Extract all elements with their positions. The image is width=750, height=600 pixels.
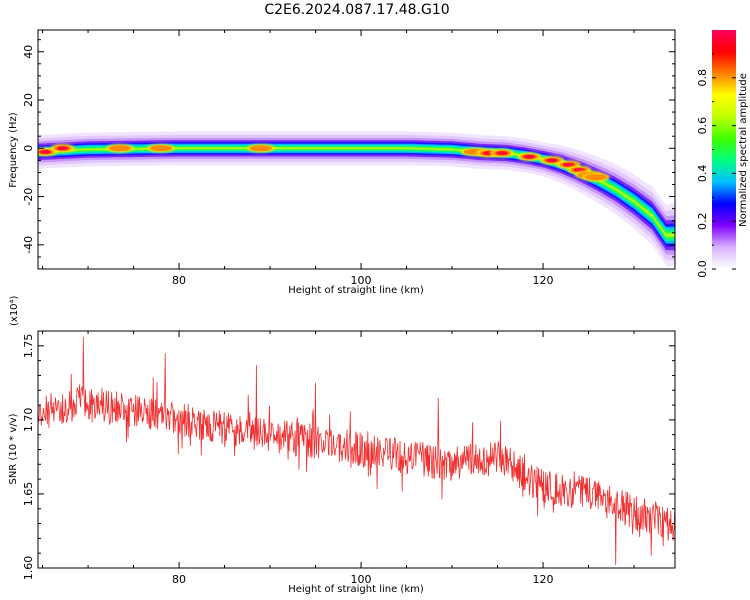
snr-y-multiplier: (x10⁴) [9,295,20,326]
snr-x-tick-label: 120 [533,573,554,586]
spectrogram-peak [105,144,134,153]
spectrogram-peak [50,144,75,153]
spectrogram-peak [540,156,565,165]
snr-y-axis-title: SNR (10 * v/v) [8,413,19,484]
colorbar-tick-label: 0.4 [696,165,709,183]
spectrogram-peak [246,144,275,153]
spectrogram-x-tick-label: 120 [533,274,554,287]
spectrogram-band-5 [38,143,675,244]
spectrogram-x-tick-label: 80 [172,274,186,287]
colorbar-label: Normalized spectral amplitude [738,73,749,227]
colorbar-ticks: 0.0 0.2 0.4 0.6 0.8 [696,53,736,278]
spectrogram-x-axis-title: Height of straight line (km) [288,285,424,296]
spectrogram-peak [517,152,542,161]
snr-y-tick-label: 1.65 [22,482,35,507]
colorbar-tick-label: 0.6 [696,117,709,135]
spectrogram-y-tick-label: -40 [22,236,35,254]
colorbar-tick-label: 0.8 [696,69,709,87]
colorbar-tick-label: 0.0 [696,260,709,278]
spectrogram-y-tick-label: 40 [22,45,35,59]
spectrogram-peak [146,144,175,153]
figure-title: C2E6.2024.087.17.48.G10 [264,2,449,18]
snr-axes: 80 100 120 1.60 1.65 1.70 1.75 [22,331,675,586]
colorbar-tick-label: 0.2 [696,212,709,230]
spectrogram-axes: 80 100 120 40 20 0 -20 -40 [22,30,675,287]
snr-x-axis-title: Height of straight line (km) [288,584,424,595]
snr-x-tick-label: 80 [172,573,186,586]
spectrogram-frame [37,29,676,270]
snr-x-tick-label: 100 [351,573,372,586]
spectrogram-y-axis-title: Frequency (Hz) [8,112,19,188]
spectrogram-y-tick-label: 20 [22,93,35,107]
spectrogram-y-tick-label: 0 [22,145,35,152]
spectrogram-band-1 [38,134,675,261]
spectrogram-content [38,131,675,267]
spectrogram-peak [581,173,610,182]
snr-y-tick-label: 1.75 [22,334,35,359]
snr-y-tick-label: 1.60 [22,556,35,581]
snr-series-line [38,336,675,566]
snr-panel: 80 100 120 1.60 1.65 1.70 1.75 Height of strai… [8,295,676,595]
colorbar: 0.0 0.2 0.4 0.6 0.8 Normalized spectral ampl… [696,30,749,278]
spectrogram-y-tick-label: -20 [22,188,35,206]
spectrogram-peak [490,148,515,158]
snr-content [38,336,675,566]
spectrogram-x-tick-label: 100 [351,274,372,287]
colorbar-gradient [712,30,736,269]
spectrogram-panel: 80 100 120 40 20 0 -20 -40 Height of straight l… [8,29,676,296]
snr-y-tick-label: 1.70 [22,408,35,433]
